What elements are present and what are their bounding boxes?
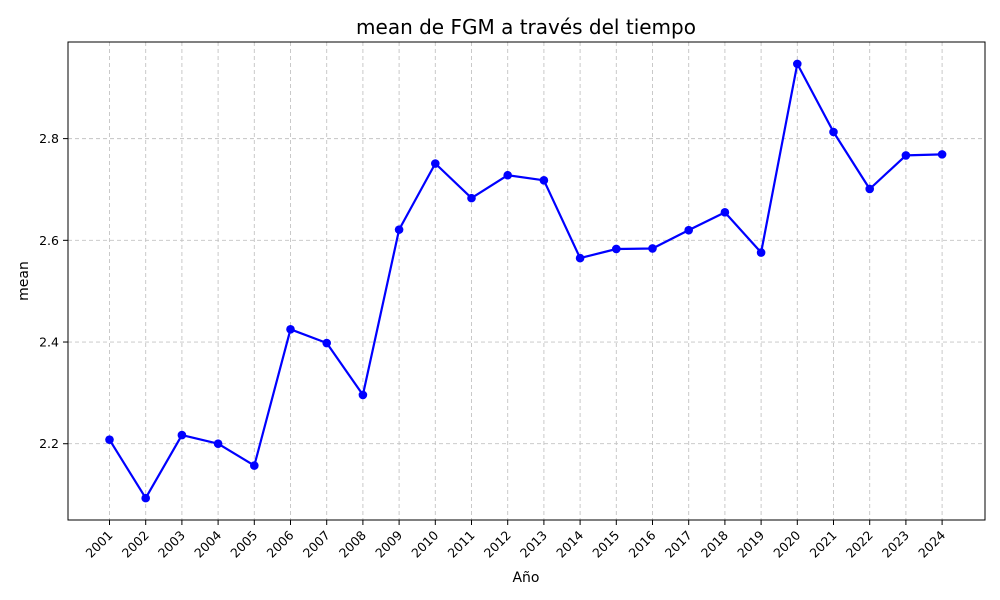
x-tick-label: 2020: [770, 527, 803, 560]
x-tick-label: 2019: [734, 527, 767, 560]
x-tick-label: 2021: [807, 528, 840, 561]
series-line: [108, 62, 943, 500]
x-tick-label: 2013: [517, 528, 550, 561]
data-point: [865, 184, 874, 194]
data-point: [575, 253, 585, 263]
data-point: [648, 244, 657, 253]
y-tick-label: 2.2: [39, 436, 59, 451]
x-tick-label: 2012: [481, 528, 514, 561]
data-point: [105, 435, 114, 444]
y-tick-label: 2.6: [39, 233, 59, 248]
x-tick-label: 2011: [445, 528, 478, 561]
x-tick-label: 2008: [336, 527, 369, 560]
data-point: [793, 59, 802, 69]
x-tick-label: 2006: [264, 527, 297, 560]
chart-title: mean de FGM a través del tiempo: [356, 15, 696, 39]
tick-layer: 2001 2002 2003 2004 2005 2006 2007 2008 2009 2010…: [39, 131, 948, 560]
x-tick-label: 2022: [843, 528, 876, 561]
y-tick-label: 2.4: [39, 335, 59, 350]
x-tick-label: 2023: [879, 528, 912, 561]
x-tick-label: 2009: [372, 527, 405, 560]
data-point: [539, 176, 549, 185]
data-point: [431, 159, 440, 168]
data-point: [141, 493, 150, 503]
grid-layer: [68, 42, 985, 520]
data-point: [503, 170, 512, 180]
x-tick-label: 2007: [300, 528, 333, 561]
x-tick-label: 2003: [155, 528, 188, 561]
x-tick-label: 2024: [915, 527, 948, 560]
data-point: [394, 225, 404, 234]
x-tick-label: 2005: [227, 528, 260, 561]
data-point: [250, 461, 259, 470]
x-tick-label: 2018: [698, 527, 731, 560]
y-tick-label: 2.8: [39, 131, 59, 146]
data-point: [322, 338, 332, 348]
x-axis-label: Año: [512, 570, 539, 586]
x-tick-label: 2015: [589, 528, 622, 561]
x-tick-label: 2010: [408, 527, 441, 560]
data-point: [612, 244, 621, 254]
data-point: [213, 439, 223, 449]
data-point: [937, 150, 947, 159]
x-tick-label: 2016: [626, 527, 659, 560]
data-point: [286, 325, 295, 334]
data-point: [720, 208, 730, 217]
x-tick-label: 2001: [83, 528, 116, 561]
x-tick-label: 2014: [553, 527, 586, 560]
data-point: [177, 430, 187, 440]
x-tick-label: 2017: [662, 528, 695, 561]
data-point: [684, 225, 693, 235]
data-point: [901, 151, 911, 160]
x-tick-label: 2002: [119, 528, 152, 561]
plot-frame: [67, 41, 986, 521]
data-point: [829, 127, 838, 137]
data-point: [756, 248, 766, 257]
x-tick-label: 2004: [191, 527, 224, 560]
series-layer: [105, 59, 947, 503]
data-point: [467, 193, 476, 203]
y-axis-label: mean: [16, 261, 32, 301]
data-point: [358, 390, 368, 400]
